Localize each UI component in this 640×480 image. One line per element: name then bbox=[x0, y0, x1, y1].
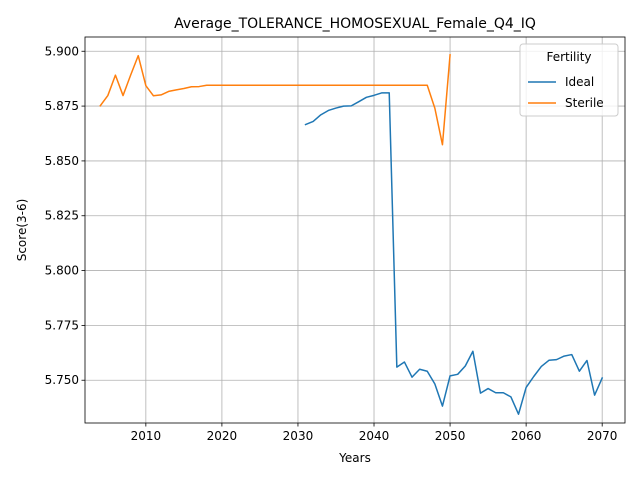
y-tick-label: 5.900 bbox=[45, 44, 79, 58]
y-tick-label: 5.800 bbox=[45, 264, 79, 278]
series-lines bbox=[99, 53, 604, 415]
legend-label-sterile: Sterile bbox=[565, 96, 604, 110]
x-axis-label: Years bbox=[338, 451, 371, 465]
x-tick-label: 2070 bbox=[587, 429, 618, 443]
y-tick-label: 5.825 bbox=[45, 209, 79, 223]
y-tick-label: 5.750 bbox=[45, 373, 79, 387]
series-line-sterile bbox=[99, 53, 451, 146]
x-tick-label: 2020 bbox=[207, 429, 238, 443]
x-axis-ticks: 2010 2020 2030 2040 2050 2060 2070 bbox=[131, 423, 618, 443]
y-tick-label: 5.850 bbox=[45, 154, 79, 168]
legend-title: Fertility bbox=[546, 50, 591, 64]
y-tick-label: 5.775 bbox=[45, 318, 79, 332]
x-tick-label: 2060 bbox=[511, 429, 542, 443]
y-tick-label: 5.875 bbox=[45, 99, 79, 113]
x-tick-label: 2030 bbox=[283, 429, 314, 443]
legend-entries: Ideal Sterile bbox=[528, 75, 604, 110]
series-line-ideal bbox=[304, 92, 604, 415]
x-tick-label: 2040 bbox=[359, 429, 390, 443]
y-axis-ticks: 5.750 5.775 5.800 5.825 5.850 5.875 5.900 bbox=[45, 44, 85, 387]
plot-frame bbox=[84, 36, 626, 424]
legend: Fertility Ideal Sterile bbox=[519, 43, 619, 117]
legend-label-ideal: Ideal bbox=[565, 75, 594, 89]
legend-box bbox=[519, 43, 619, 117]
y-axis-label: Score(3-6) bbox=[15, 199, 29, 262]
x-tick-label: 2050 bbox=[435, 429, 466, 443]
chart-title: Average_TOLERANCE_HOMOSEXUAL_Female_Q4_I… bbox=[174, 16, 536, 32]
x-tick-label: 2010 bbox=[131, 429, 162, 443]
